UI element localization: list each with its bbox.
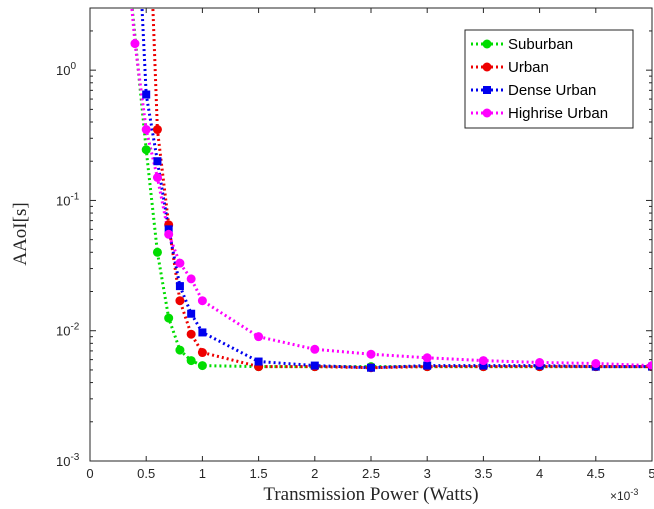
x-tick-label: 3	[424, 466, 431, 481]
data-point-highrise-urban	[310, 344, 320, 354]
legend-label-highrise-urban: Highrise Urban	[508, 105, 608, 122]
data-point-dense-urban	[254, 357, 263, 366]
data-point-suburban	[197, 361, 207, 371]
legend-label-suburban: Suburban	[508, 36, 573, 53]
x-tick-label: 0	[86, 466, 93, 481]
data-point-highrise-urban	[478, 356, 488, 366]
x-tick-label: 1.5	[250, 466, 268, 481]
x-axis: 0 0.5 1 1.5 2 2.5 3 3.5 4 4.5 5	[86, 8, 654, 481]
data-point-dense-urban	[367, 363, 375, 372]
legend-label-dense-urban: Dense Urban	[508, 82, 596, 99]
x-tick-label: 5	[648, 466, 654, 481]
data-point-suburban	[152, 247, 162, 257]
x-tick-label: 3.5	[474, 466, 492, 481]
data-point-dense-urban	[310, 361, 319, 370]
data-point-urban	[175, 296, 185, 306]
x-tick-label: 1	[199, 466, 206, 481]
x-axis-multiplier-exp: -3	[630, 487, 638, 497]
data-point-dense-urban	[142, 90, 151, 99]
y-tick-exp: -3	[70, 452, 79, 463]
series-line-highrise-urban	[130, 8, 652, 368]
data-point-urban	[152, 125, 162, 135]
legend-label-urban: Urban	[508, 59, 549, 76]
data-point-highrise-urban	[130, 39, 140, 49]
data-point-highrise-urban	[647, 361, 652, 371]
data-point-dense-urban	[175, 282, 184, 291]
y-tick-label: 10-3	[56, 452, 80, 469]
data-point-dense-urban	[479, 361, 488, 370]
y-tick-label: 10-1	[56, 191, 80, 208]
data-point-dense-urban	[187, 309, 196, 318]
data-point-suburban	[175, 345, 185, 355]
data-point-highrise-urban	[186, 274, 196, 284]
data-point-highrise-urban	[197, 296, 207, 306]
x-tick-label: 2	[311, 466, 318, 481]
x-axis-label: Transmission Power (Watts)	[263, 484, 478, 505]
data-point-dense-urban	[198, 328, 207, 337]
legend-items: Suburban Urban Dense Urban Highrise Urban	[471, 36, 608, 122]
data-point-highrise-urban	[366, 349, 376, 359]
data-point-highrise-urban	[422, 353, 432, 363]
data-point-dense-urban	[423, 361, 432, 370]
data-point-urban	[197, 348, 207, 358]
x-tick-label: 2.5	[362, 466, 380, 481]
x-tick-label: 4	[536, 466, 543, 481]
data-point-suburban	[186, 356, 196, 366]
data-point-highrise-urban	[535, 358, 545, 368]
y-tick-base: 10	[56, 63, 70, 78]
legend-marker-highrise-urban	[482, 108, 492, 118]
series-line-urban	[151, 8, 652, 370]
data-point-highrise-urban	[164, 229, 174, 239]
x-tick-label: 4.5	[587, 466, 605, 481]
y-tick-base: 10	[56, 454, 70, 469]
y-tick-base: 10	[56, 324, 70, 339]
y-tick-exp: -2	[70, 322, 79, 333]
legend-marker-dense-urban	[483, 86, 491, 94]
data-point-highrise-urban	[254, 332, 264, 342]
data-point-highrise-urban	[141, 125, 151, 135]
x-axis-multiplier-base: ×10	[610, 489, 631, 503]
legend: Suburban Urban Dense Urban Highrise Urban	[464, 29, 634, 129]
y-tick-exp: -1	[70, 191, 79, 202]
data-point-dense-urban	[164, 225, 173, 234]
y-tick-base: 10	[56, 193, 70, 208]
marker-layer	[130, 39, 652, 373]
data-point-suburban	[164, 313, 174, 323]
data-point-dense-urban	[153, 157, 162, 166]
y-axis-label: AAoI[s]	[10, 202, 31, 265]
y-tick-label: 10-2	[56, 322, 80, 339]
y-tick-exp: 0	[70, 61, 76, 72]
data-point-highrise-urban	[152, 172, 162, 182]
x-tick-label: 0.5	[137, 466, 155, 481]
data-point-urban	[186, 329, 196, 339]
legend-marker-suburban	[482, 39, 492, 49]
data-point-suburban	[141, 145, 151, 155]
data-point-highrise-urban	[175, 258, 185, 268]
y-tick-label: 100	[56, 61, 76, 78]
x-axis-multiplier: ×10-3	[610, 487, 638, 503]
legend-marker-urban	[482, 62, 492, 72]
data-point-highrise-urban	[591, 359, 601, 369]
